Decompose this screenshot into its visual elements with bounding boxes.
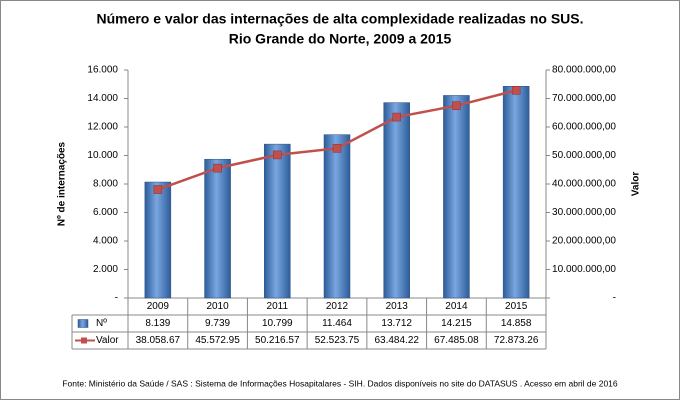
table-value: 9.739: [205, 318, 230, 329]
table-value: 13.712: [381, 318, 412, 329]
chart-subtitle: Rio Grande do Norte, 2009 a 2015: [229, 31, 452, 47]
source-note: Fonte: Ministério da Saúde / SAS : Siste…: [62, 378, 618, 388]
y2-tick-label: 20.000.000,00: [552, 236, 616, 247]
y-tick-label: -: [115, 293, 118, 304]
bar: [383, 102, 410, 299]
y-tick-label: 10.000: [87, 150, 118, 161]
y2-tick-label: 30.000.000,00: [552, 207, 616, 218]
y2-tick-label: 40.000.000,00: [552, 179, 616, 190]
y2-tick-label: 10.000.000,00: [552, 264, 616, 275]
bar: [204, 158, 231, 299]
y-tick-label: 4.000: [93, 236, 118, 247]
x-tick-label: 2009: [147, 301, 170, 312]
y-axis-title: Nº de internações: [57, 141, 68, 226]
y2-tick-label: 50.000.000,00: [552, 150, 616, 161]
y2-tick-label: 60.000.000,00: [552, 122, 616, 133]
y2-axis-title: Valor: [631, 172, 642, 197]
bar: [144, 181, 172, 299]
legend-key: [81, 337, 87, 344]
y2-tick-label: 70.000.000,00: [552, 93, 616, 104]
x-tick-label: 2013: [386, 301, 409, 312]
bar: [502, 86, 530, 299]
marker: [213, 163, 222, 173]
y-tick-label: 6.000: [93, 207, 118, 218]
y-tick-label: 12.000: [87, 122, 118, 133]
chart-title: Número e valor das internações de alta c…: [96, 11, 583, 27]
y-tick-label: 2.000: [93, 264, 118, 275]
y2-tick-label: 80.000.000,00: [552, 65, 616, 76]
legend-label: Nº: [96, 318, 107, 329]
table-value: 67.485.08: [434, 335, 479, 346]
table-value: 14.215: [441, 318, 472, 329]
marker: [511, 86, 521, 95]
marker: [332, 144, 342, 153]
x-tick-label: 2011: [267, 301, 289, 312]
table-value: 50.216.57: [255, 335, 300, 346]
table-value: 11.464: [322, 318, 352, 329]
marker: [452, 101, 461, 110]
table-value: 45.572.95: [195, 335, 240, 346]
x-tick-label: 2012: [326, 301, 349, 312]
bar: [264, 143, 291, 299]
legend-label: Valor: [96, 335, 119, 346]
bar: [323, 134, 351, 299]
legend-key: [77, 319, 89, 328]
marker: [273, 150, 282, 160]
y-tick-label: 16.000: [87, 65, 118, 76]
x-tick-label: 2014: [445, 301, 468, 312]
table-value: 38.058.67: [136, 335, 181, 346]
table-value: 63.484.22: [374, 335, 419, 346]
table-value: 52.523.75: [315, 335, 360, 346]
y2-tick-label: -: [613, 293, 616, 304]
x-tick-label: 2010: [206, 301, 229, 312]
bar: [443, 95, 470, 299]
y-tick-label: 14.000: [87, 93, 118, 104]
marker: [153, 185, 163, 194]
table-value: 8.139: [145, 318, 170, 329]
marker: [392, 112, 401, 122]
table-value: 72.873.26: [494, 335, 539, 346]
x-tick-label: 2015: [505, 301, 528, 312]
table-value: 14.858: [501, 318, 532, 329]
table-value: 10.799: [262, 318, 293, 329]
y-tick-label: 8.000: [93, 179, 118, 190]
